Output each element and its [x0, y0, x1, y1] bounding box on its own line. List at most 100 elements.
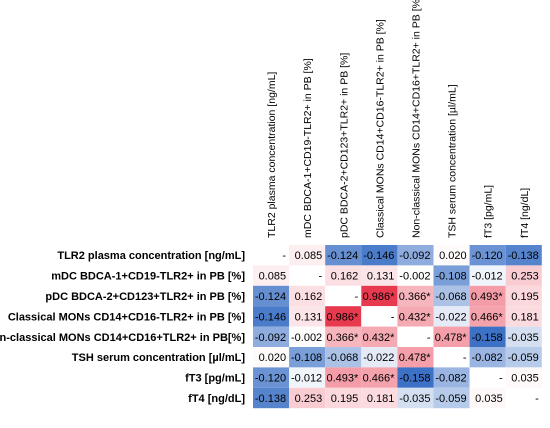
cell-value-label: -0.124 [255, 291, 286, 303]
heatmap-cell [361, 265, 398, 286]
cell-value-label: -0.068 [435, 291, 466, 303]
heatmap-cell [361, 387, 398, 409]
heatmap-cell [505, 306, 542, 327]
heatmap-cell [433, 245, 470, 266]
heatmap-cell [289, 326, 326, 347]
row-label: fT4 [ng/dL] [188, 393, 245, 405]
cell-value-label: 0.195 [511, 291, 539, 303]
cell-value-label: 0.478* [399, 352, 432, 364]
column-header: Classical MONs CD14+CD16-TLR2+ in PB [%] [374, 19, 386, 238]
cell-value-label: -0.012 [291, 373, 322, 385]
heatmap-cell [469, 285, 506, 307]
cell-value-label: -0.108 [435, 271, 466, 283]
cell-value-label: 0.986* [363, 291, 396, 303]
heatmap-cell [361, 285, 398, 307]
column-header: TSH serum concentration [µl/mL] [447, 84, 459, 238]
row-label: Classical MONs CD14+CD16-TLR2+ in PB [%] [8, 311, 246, 323]
cell-value-label: - [499, 373, 503, 385]
cell-value-label: -0.059 [435, 393, 466, 405]
heatmap-cell [361, 347, 398, 368]
cell-value-label: 0.131 [295, 311, 323, 323]
heatmap-cell [433, 367, 470, 388]
heatmap-cell [325, 285, 362, 307]
heatmap-cell [361, 306, 398, 327]
heatmap-cell [469, 367, 506, 388]
heatmap-cell [505, 326, 542, 347]
cell-value-label: 0.195 [331, 393, 359, 405]
heatmap-cell [289, 265, 326, 286]
heatmap-cell [397, 347, 434, 368]
heatmap-cell [469, 326, 506, 347]
heatmap-cell [505, 347, 542, 368]
heatmap-cell [397, 285, 434, 307]
row-label: TSH serum concentration [µl/mL] [72, 352, 246, 364]
cell-value-label: -0.124 [327, 250, 358, 262]
cell-value-label: -0.138 [255, 393, 286, 405]
cell-value-label: - [535, 393, 539, 405]
cell-value-label: - [463, 352, 467, 364]
heatmap-cell [433, 347, 470, 368]
heatmap-cell [253, 306, 290, 327]
heatmap-cell [253, 387, 290, 409]
cell-value-label: - [427, 332, 431, 344]
heatmap-cell [289, 387, 326, 409]
heatmap-cell [469, 245, 506, 266]
heatmap-cell [289, 347, 326, 368]
heatmap-cell [325, 265, 362, 286]
heatmap-cell [505, 265, 542, 286]
heatmap-cell [253, 265, 290, 286]
cell-value-label: 0.432* [399, 311, 432, 323]
column-header: fT4 [ng/dL] [519, 188, 531, 238]
heatmap-cell [253, 245, 290, 266]
row-label: fT3 [pg/mL] [185, 373, 245, 385]
cell-value-label: - [319, 271, 323, 283]
heatmap-cell [397, 245, 434, 266]
cell-value-label: -0.158 [471, 332, 502, 344]
cell-value-label: 0.366* [399, 291, 432, 303]
cell-value-label: -0.120 [255, 373, 286, 385]
cell-value-label: -0.022 [363, 352, 394, 364]
cell-value-label: -0.146 [363, 250, 394, 262]
cell-value-label: -0.138 [508, 250, 539, 262]
cell-value-label: 0.493* [471, 291, 504, 303]
heatmap-cell [325, 245, 362, 266]
cell-value-label: -0.082 [435, 373, 466, 385]
heatmap-cell [433, 265, 470, 286]
cell-value-label: 0.035 [511, 373, 539, 385]
cell-value-label: 0.466* [471, 311, 504, 323]
heatmap-cell [289, 285, 326, 307]
cell-value-label: - [282, 250, 286, 262]
cell-value-label: 0.085 [259, 271, 287, 283]
heatmap-cell [289, 367, 326, 388]
heatmap-cell [397, 326, 434, 347]
cell-value-label: 0.131 [367, 271, 395, 283]
cell-value-label: - [391, 311, 395, 323]
heatmap-cell [253, 326, 290, 347]
cell-value-label: -0.035 [508, 332, 539, 344]
heatmap-cell [505, 285, 542, 307]
heatmap-cell [397, 265, 434, 286]
column-header: pDC BDCA-2+CD123+TLR2+ in PB [%] [338, 53, 350, 238]
heatmap-cell [433, 387, 470, 409]
heatmap-cell [361, 245, 398, 266]
heatmap-cell [469, 387, 506, 409]
heatmap-cell [469, 347, 506, 368]
column-header: mDC BDCA-1+CD19-TLR2+ in PB [%] [302, 58, 314, 238]
heatmap-cell [433, 306, 470, 327]
cell-value-label: -0.146 [255, 311, 286, 323]
heatmap-cell [253, 347, 290, 368]
heatmap-cell [325, 306, 362, 327]
cell-value-label: 0.181 [511, 311, 539, 323]
heatmap-cell [505, 387, 542, 409]
cell-value-label: 0.035 [475, 393, 503, 405]
heatmap-cell [469, 306, 506, 327]
row-label: pDC BDCA-2+CD123+TLR2+ in PB [%] [45, 291, 245, 303]
heatmap-cell [397, 367, 434, 388]
cell-value-label: -0.012 [471, 271, 502, 283]
cell-value-label: 0.478* [435, 332, 468, 344]
cell-value-label: 0.085 [295, 250, 323, 262]
cell-value-label: -0.002 [399, 271, 430, 283]
cell-value-label: -0.120 [471, 250, 502, 262]
cell-value-label: -0.082 [471, 352, 502, 364]
